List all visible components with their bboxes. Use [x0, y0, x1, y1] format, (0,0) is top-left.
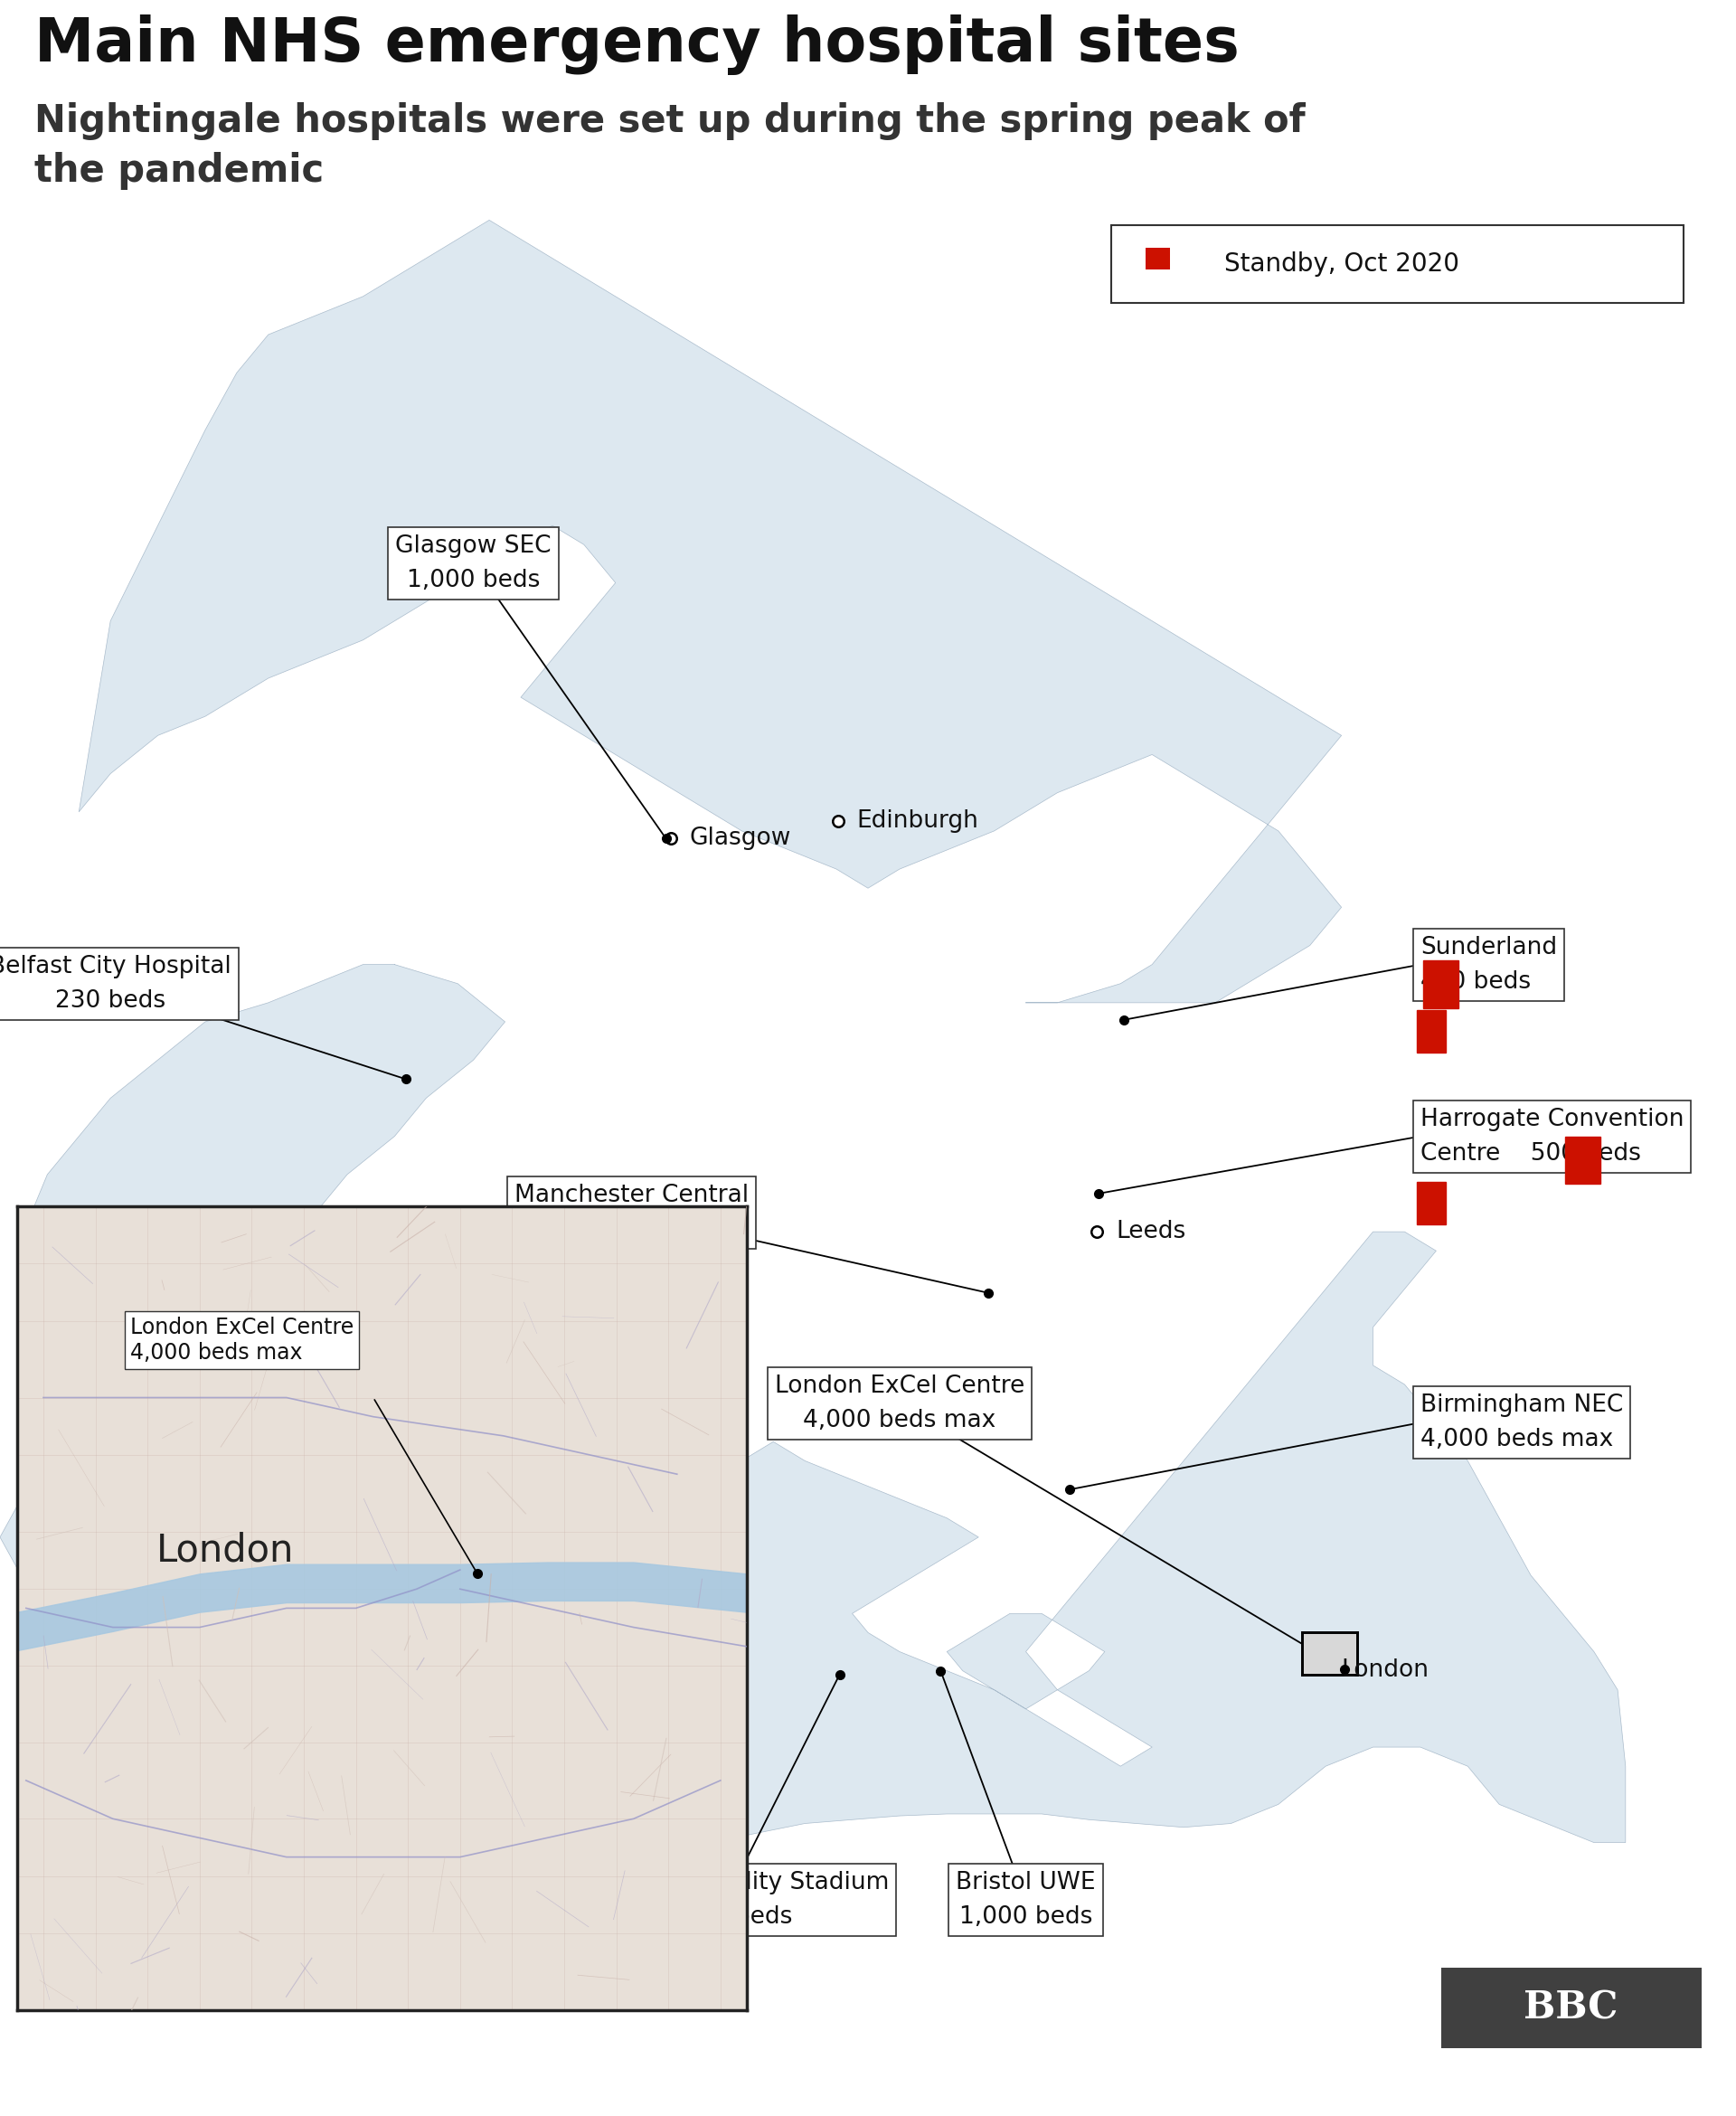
- Text: Edinburgh: Edinburgh: [858, 810, 979, 834]
- Text: BBC: BBC: [1524, 1989, 1618, 2027]
- Text: Glasgow SEC
1,000 beds: Glasgow SEC 1,000 beds: [396, 535, 552, 592]
- Text: London: London: [1342, 1659, 1429, 1682]
- Text: Manchester Central
750 beds max: Manchester Central 750 beds max: [514, 1183, 748, 1242]
- Bar: [616, 1259, 644, 1301]
- Text: Sunderland: Sunderland: [1420, 965, 1557, 988]
- Text: London ExCel Centre
4,000 beds max: London ExCel Centre 4,000 beds max: [130, 1316, 354, 1363]
- Text: Manchester Central: Manchester Central: [514, 1212, 748, 1236]
- Text: Sunderland
460 beds: Sunderland 460 beds: [1420, 935, 1557, 992]
- Bar: [1424, 961, 1458, 1009]
- Bar: [1417, 1009, 1446, 1052]
- Bar: [1566, 1136, 1601, 1185]
- Bar: [1146, 248, 1170, 269]
- Polygon shape: [0, 965, 505, 1691]
- Text: Harrogate Convention: Harrogate Convention: [1420, 1136, 1684, 1160]
- Text: London: London: [156, 1532, 293, 1570]
- Polygon shape: [443, 1232, 1625, 1966]
- Text: Bristol UWE
1,000 beds: Bristol UWE 1,000 beds: [957, 1871, 1095, 1930]
- Text: Standby, Oct 2020: Standby, Oct 2020: [1224, 252, 1458, 277]
- Bar: [1302, 1634, 1358, 1674]
- Text: Cardiff Principality Stadium
2,000 beds: Cardiff Principality Stadium 2,000 beds: [562, 1871, 889, 1930]
- Bar: [1417, 1183, 1446, 1225]
- Bar: [561, 1232, 595, 1280]
- Polygon shape: [78, 220, 1342, 1003]
- Text: London ExCel Centre
4,000 beds max: London ExCel Centre 4,000 beds max: [774, 1375, 1024, 1433]
- Text: Glasgow: Glasgow: [689, 827, 792, 851]
- Text: Birmingham NEC
4,000 beds max: Birmingham NEC 4,000 beds max: [1420, 1394, 1623, 1452]
- Text: Nightingale hospitals were set up during the spring peak of
the pandemic: Nightingale hospitals were set up during…: [35, 102, 1305, 190]
- Text: Harrogate Convention
Centre    500 beds: Harrogate Convention Centre 500 beds: [1420, 1107, 1684, 1166]
- Text: Main NHS emergency hospital sites: Main NHS emergency hospital sites: [35, 15, 1240, 74]
- Bar: [1111, 224, 1684, 303]
- Text: Leeds: Leeds: [1116, 1221, 1186, 1244]
- Text: Belfast City Hospital
230 beds: Belfast City Hospital 230 beds: [0, 954, 231, 1014]
